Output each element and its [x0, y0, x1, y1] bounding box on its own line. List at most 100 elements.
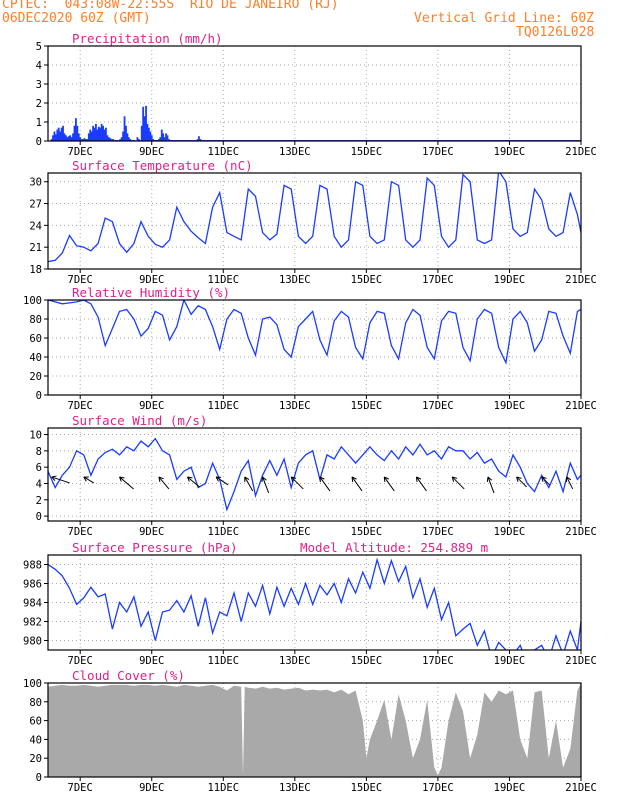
y-tick-label: 2: [36, 495, 42, 507]
y-tick-label: 20: [29, 371, 42, 383]
precip-bar: [73, 125, 76, 141]
y-tick-label: 21: [29, 242, 42, 254]
precip-bar: [85, 139, 87, 141]
panel-temp: [44, 172, 582, 273]
x-tick-label: 15DEC: [351, 655, 383, 667]
x-tick-label: 11DEC: [207, 782, 239, 794]
precip-bar: [80, 139, 83, 141]
precip-bar: [147, 127, 150, 141]
precip-bar: [50, 139, 53, 141]
wind-arrow-head: [451, 476, 458, 482]
wind-arrow-head: [516, 476, 522, 482]
y-tick-label: 18: [29, 264, 42, 276]
x-tick-label: 9DEC: [139, 782, 164, 794]
wind-arrow-head: [51, 475, 57, 481]
x-tick-label: 13DEC: [279, 274, 311, 286]
wind-arrow-shaft: [383, 476, 395, 492]
y-tick-label: 80: [29, 697, 42, 709]
header-location: CPTEC: 043:08W-22:55S RIO DE JANEIRO (RJ…: [2, 0, 339, 12]
wind-arrow-head: [244, 476, 250, 482]
precip-bar: [127, 137, 130, 141]
panel-frame: [47, 299, 582, 396]
y-tick-label: 980: [23, 636, 42, 648]
x-tick-label: 21DEC: [565, 782, 597, 794]
precip-bar: [77, 133, 80, 141]
wind-arrow-head: [383, 476, 389, 482]
wind-arrow-shaft: [516, 476, 527, 488]
y-tick-label: 0: [36, 511, 42, 523]
x-tick-label: 17DEC: [422, 146, 454, 158]
precip-bar: [143, 116, 146, 141]
panel-rh: [44, 299, 582, 399]
precip-bar: [142, 106, 145, 141]
x-tick-label: 9DEC: [139, 526, 164, 538]
x-tick-label: 7DEC: [68, 526, 93, 538]
precip-bar: [89, 129, 92, 141]
panel-wind: [44, 427, 582, 525]
precip-bar: [99, 127, 102, 141]
header-run-date: 06DEC2020 60Z (GMT): [2, 11, 151, 26]
precip-bar: [60, 127, 63, 141]
wind-arrow-shaft: [51, 476, 70, 484]
x-tick-label: 13DEC: [279, 782, 311, 794]
y-tick-label: 8: [36, 446, 42, 458]
y-tick-label: 0: [36, 772, 42, 784]
precip-bar: [79, 137, 82, 141]
y-tick-label: 2: [36, 98, 42, 110]
y-tick-label: 100: [23, 295, 42, 307]
y-tick-label: 4: [36, 60, 42, 72]
wind-arrow-head: [187, 476, 193, 482]
x-tick-label: 13DEC: [279, 146, 311, 158]
x-tick-label: 21DEC: [565, 146, 597, 158]
precip-bar: [162, 133, 165, 141]
precip-bar: [163, 137, 166, 141]
precip-bar: [123, 116, 126, 141]
precip-bar: [136, 137, 139, 141]
panel-frame: [47, 682, 582, 778]
precip-bar: [157, 139, 160, 141]
precip-bar: [107, 137, 110, 141]
x-tick-label: 15DEC: [351, 782, 383, 794]
wind-arrow-head: [351, 476, 357, 482]
precip-bar: [72, 133, 74, 141]
panel-title-precip: Precipitation (mm/h): [72, 31, 223, 46]
y-tick-label: 5: [36, 41, 42, 53]
x-tick-label: 21DEC: [565, 274, 597, 286]
wind-arrow-head: [261, 476, 267, 482]
y-tick-label: 40: [29, 734, 42, 746]
x-tick-label: 15DEC: [351, 526, 383, 538]
precip-bar: [64, 135, 67, 141]
precip-bar: [145, 105, 147, 141]
y-tick-label: 100: [23, 678, 42, 690]
precip-bar: [110, 139, 113, 141]
panel-title-temp: Surface Temperature (nC): [72, 158, 253, 173]
y-tick-label: 3: [36, 79, 42, 91]
wind-arrow-shaft: [319, 476, 331, 492]
precip-bar: [86, 139, 89, 141]
panel-frame: [47, 427, 582, 522]
y-tick-label: 4: [36, 478, 42, 490]
precip-bar: [199, 139, 202, 141]
precip-bar: [137, 139, 140, 141]
panel-precip: [44, 45, 582, 145]
y-tick-label: 24: [29, 220, 42, 232]
x-tick-label: 17DEC: [422, 782, 454, 794]
precip-bar: [56, 129, 59, 141]
x-tick-label: 7DEC: [68, 146, 93, 158]
precip-bar: [92, 125, 94, 141]
wind-arrow-shaft: [351, 476, 363, 492]
y-tick-label: 984: [23, 598, 42, 610]
precip-bar: [63, 133, 66, 141]
precip-bar: [54, 134, 57, 141]
precip-bar: [67, 136, 70, 141]
precip-bar: [76, 125, 79, 141]
y-tick-label: 60: [29, 716, 42, 728]
wind-arrow-shaft: [187, 476, 200, 488]
x-tick-label: 13DEC: [279, 526, 311, 538]
x-tick-label: 7DEC: [68, 274, 93, 286]
precip-bar: [95, 123, 97, 141]
header-model-code: TQ0126L028: [516, 25, 595, 40]
cloud-cover-area: [48, 683, 581, 777]
wind-arrow-shaft: [244, 476, 254, 492]
